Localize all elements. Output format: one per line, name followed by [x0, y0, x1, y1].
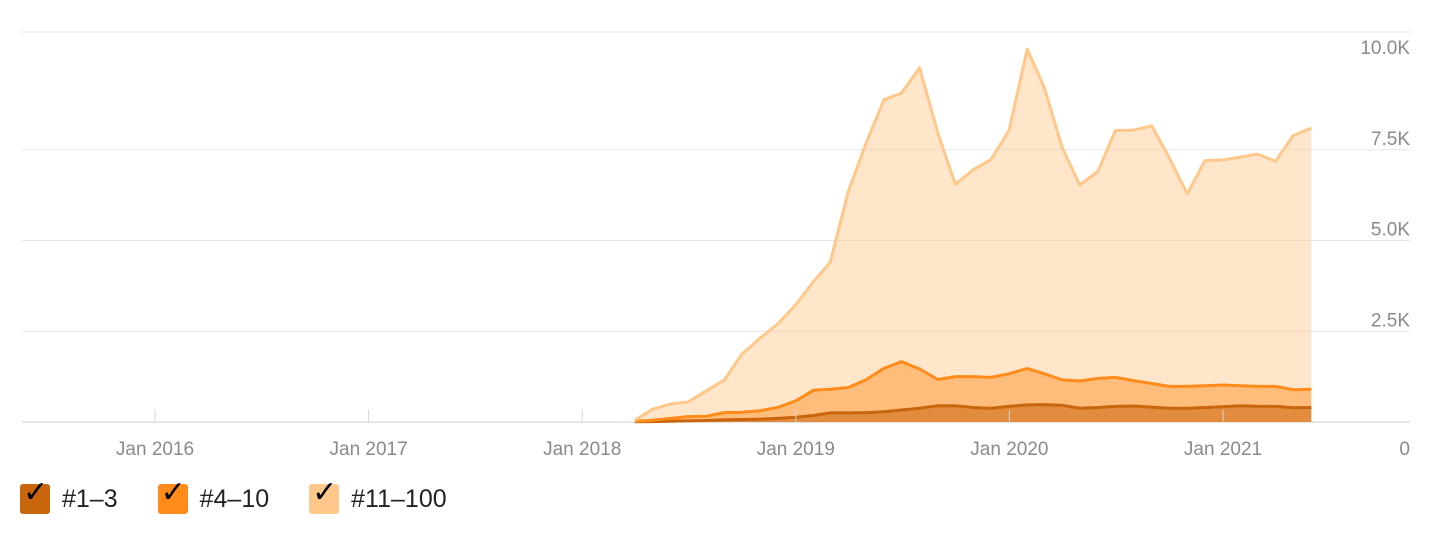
- legend-item-11-100[interactable]: ✓ #11–100: [309, 478, 447, 514]
- checkmark-icon: ✓: [312, 475, 338, 510]
- legend-label: #1–3: [62, 484, 118, 513]
- checkmark-icon: ✓: [23, 475, 49, 510]
- y-tick-label: 0: [1399, 439, 1410, 460]
- y-tick-label: 10.0K: [1360, 38, 1410, 59]
- legend-checkbox-1-3[interactable]: ✓: [20, 478, 50, 514]
- series-lines: [634, 47, 1312, 424]
- y-tick-label: 2.5K: [1371, 310, 1410, 331]
- legend-label: #11–100: [351, 484, 447, 513]
- legend: ✓ #1–3 ✓ #4–10 ✓ #11–100: [20, 478, 487, 514]
- x-tick-label: Jan 2020: [970, 439, 1048, 460]
- x-axis: Jan 2016 Jan 2017 Jan 2018 Jan 2019 Jan 2020…: [116, 410, 1262, 460]
- y-tick-label: 7.5K: [1371, 129, 1410, 150]
- series-line: [634, 403, 1312, 424]
- x-tick-label: Jan 2021: [1184, 439, 1262, 460]
- series-area: [634, 49, 1312, 422]
- x-tick-label: Jan 2016: [116, 439, 194, 460]
- y-tick-label: 5.0K: [1371, 220, 1410, 241]
- x-tick-label: Jan 2017: [330, 439, 408, 460]
- legend-item-1-3[interactable]: ✓ #1–3: [20, 478, 118, 514]
- series-line: [634, 360, 1312, 423]
- chart-svg: Jan 2016 Jan 2017 Jan 2018 Jan 2019 Jan 2020…: [22, 31, 1410, 460]
- x-tick-label: Jan 2018: [543, 439, 621, 460]
- x-tick-label: Jan 2019: [757, 439, 835, 460]
- series-areas: [634, 49, 1312, 422]
- legend-label: #4–10: [199, 484, 270, 513]
- checkmark-icon: ✓: [160, 475, 186, 510]
- legend-checkbox-11-100[interactable]: ✓: [309, 478, 340, 514]
- legend-checkbox-4-10[interactable]: ✓: [157, 478, 188, 514]
- series-line: [634, 47, 1312, 422]
- y-axis: 0 2.5K 5.0K 7.5K 10.0K: [1360, 38, 1410, 460]
- legend-item-4-10[interactable]: ✓ #4–10: [157, 478, 270, 514]
